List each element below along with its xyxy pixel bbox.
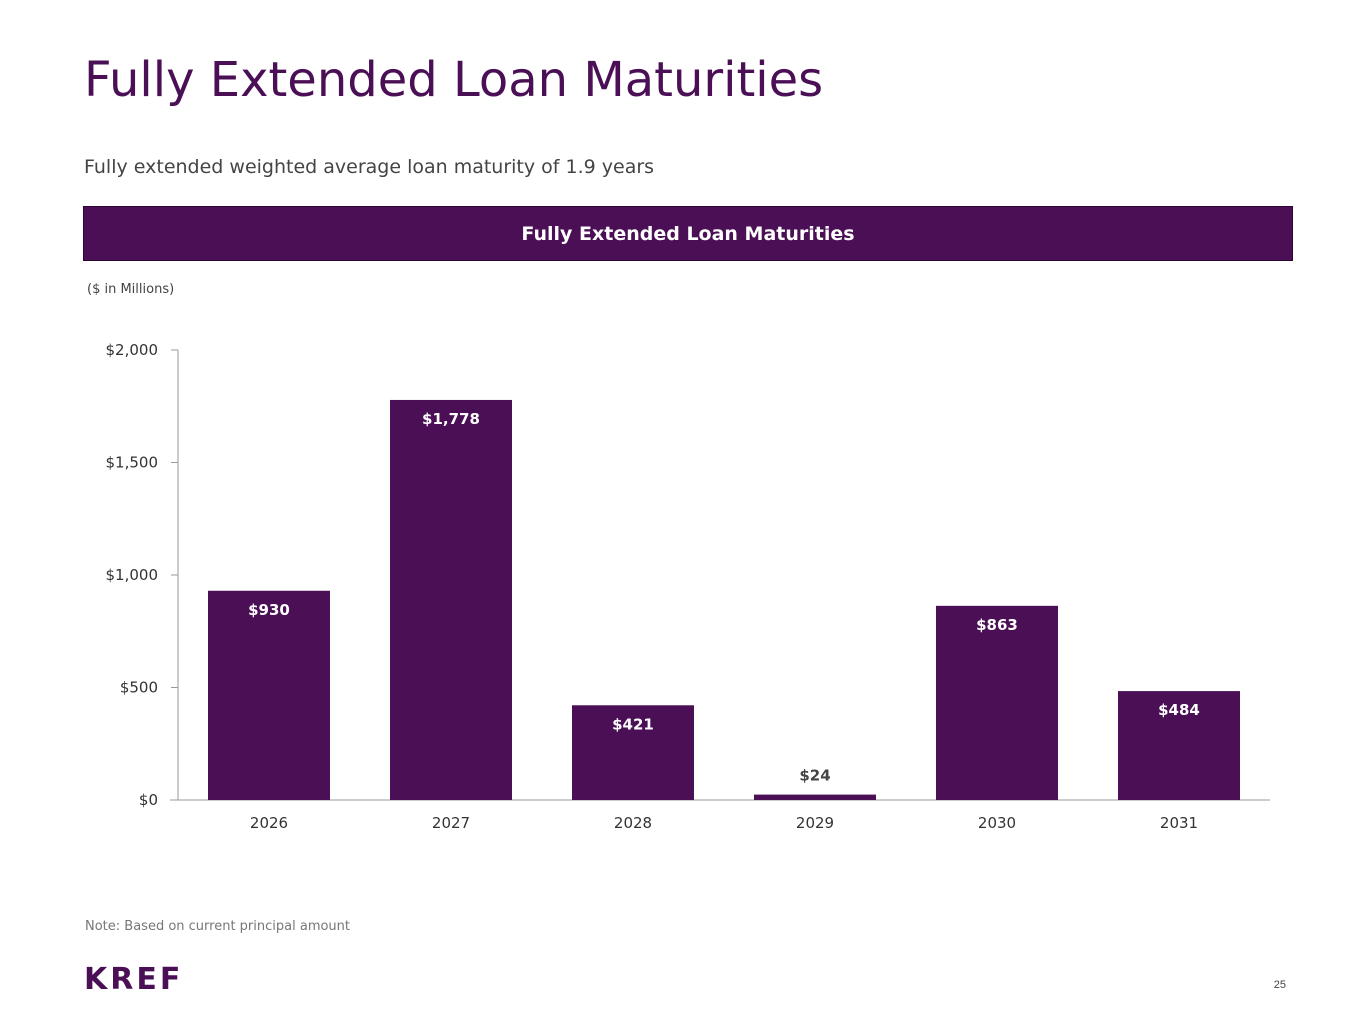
page-number: 25 (1273, 979, 1286, 991)
bar-2031 (1118, 691, 1240, 800)
data-label: $24 (799, 767, 830, 785)
y-tick-label: $0 (139, 791, 158, 809)
bar-2028 (572, 705, 694, 800)
data-label: $1,778 (422, 410, 480, 428)
data-label: $484 (1158, 701, 1200, 719)
y-tick-label: $1,000 (106, 566, 159, 584)
chart-labels: 2026 $930 2027 $1,778 2028 $421 2029 $24 2030 $86… (248, 410, 1200, 832)
x-tick-label: 2030 (978, 814, 1016, 832)
y-tick-label: $1,500 (106, 454, 159, 472)
x-tick-label: 2026 (250, 814, 288, 832)
x-tick-label: 2028 (614, 814, 652, 832)
units-label: ($ in Millions) (87, 282, 175, 297)
bar-2027 (390, 399, 512, 800)
footnote: Note: Based on current principal amount (85, 919, 351, 934)
chart-banner: Fully Extended Loan Maturities (83, 206, 1293, 261)
kref-logo: KREF (84, 962, 184, 997)
page-subtitle: Fully extended weighted average loan mat… (84, 156, 655, 178)
bar-2029 (754, 794, 876, 800)
data-label: $863 (976, 616, 1018, 634)
x-tick-label: 2031 (1160, 814, 1198, 832)
bar-2026 (208, 590, 330, 800)
bar-2030 (936, 605, 1058, 800)
y-tick-label: $500 (120, 679, 158, 697)
chart-axes: $0 $500 $1,000 $1,500 $2,000 (106, 341, 1270, 809)
x-tick-label: 2027 (432, 814, 470, 832)
data-label: $930 (248, 601, 290, 619)
chart-bars (208, 399, 1240, 800)
data-label: $421 (612, 715, 654, 733)
y-tick-label: $2,000 (106, 341, 159, 359)
page-title: Fully Extended Loan Maturities (84, 52, 824, 108)
x-tick-label: 2029 (796, 814, 834, 832)
chart-banner-label: Fully Extended Loan Maturities (521, 222, 855, 245)
